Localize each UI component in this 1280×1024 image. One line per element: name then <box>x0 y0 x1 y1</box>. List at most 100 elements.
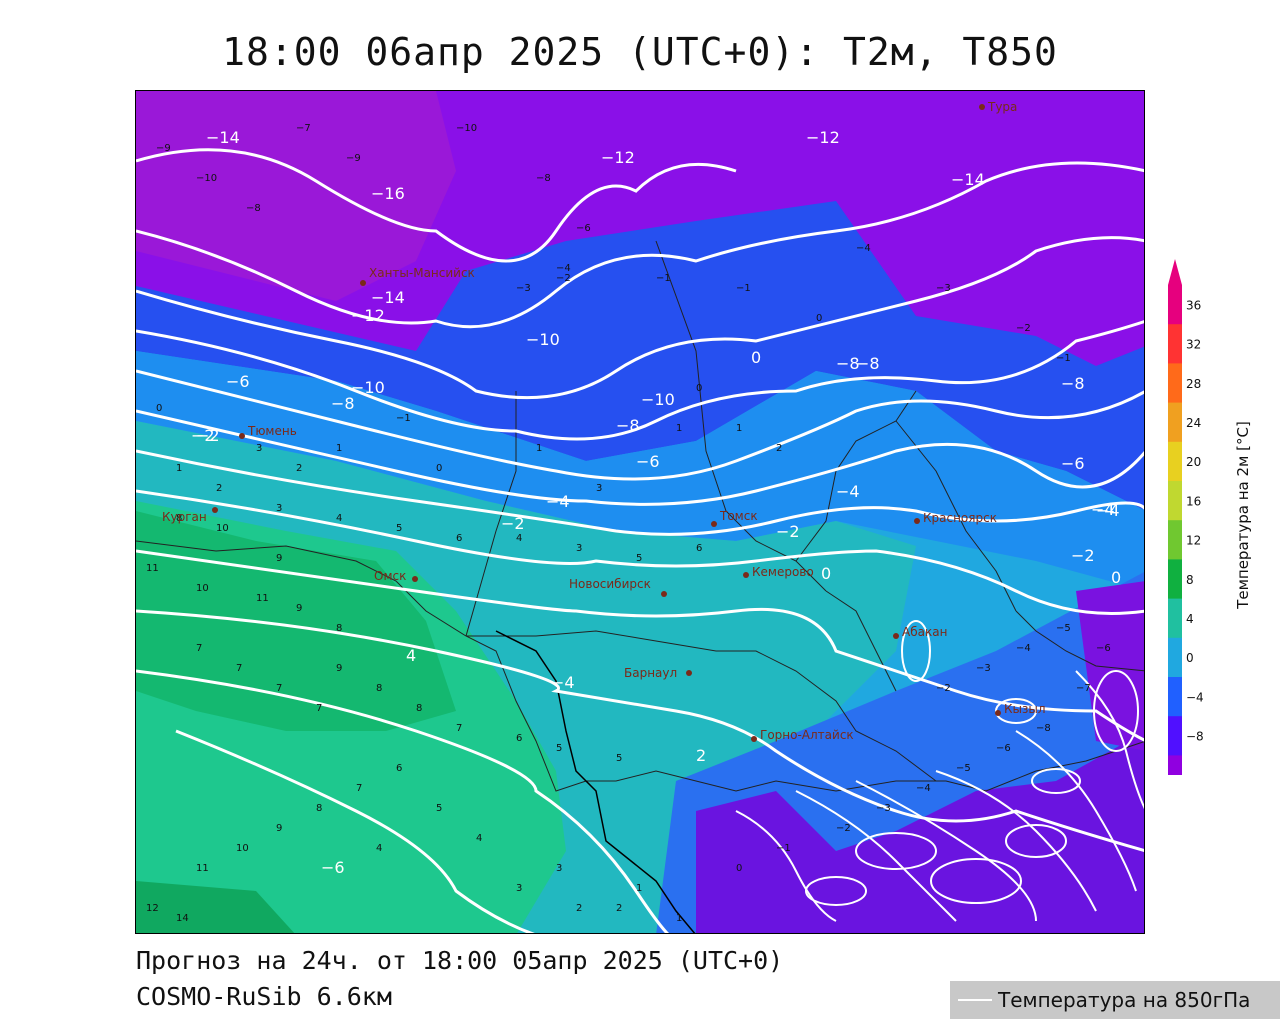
svg-text:1: 1 <box>636 883 642 894</box>
svg-text:5: 5 <box>556 743 562 754</box>
zone-warmest <box>136 511 456 731</box>
state-border <box>495 630 696 933</box>
svg-text:0: 0 <box>696 383 702 394</box>
svg-text:7: 7 <box>276 683 282 694</box>
colorbar-tick: 32 <box>1186 338 1201 352</box>
colorbar: 36 32 28 24 20 16 12 8 4 0 −4 −8 Температура на 2м … <box>1160 255 1280 821</box>
city-tura[interactable]: Тура <box>979 100 1017 114</box>
svg-text:Курган: Курган <box>162 510 207 524</box>
svg-text:−4: −4 <box>556 263 571 274</box>
svg-text:−10: −10 <box>456 123 477 134</box>
city-krasnoyarsk[interactable]: Красноярск <box>914 511 997 525</box>
city-novosibirsk[interactable]: Новосибирск <box>569 577 667 597</box>
isotherm-label: −6 <box>1061 454 1085 473</box>
isotherm-label: −6 <box>321 858 345 877</box>
colorbar-band <box>1168 481 1182 521</box>
svg-text:−7: −7 <box>296 123 311 134</box>
svg-text:6: 6 <box>696 543 702 554</box>
svg-text:3: 3 <box>276 503 282 514</box>
isotherm-label: −12 <box>806 128 840 147</box>
isotherm-label: −4 <box>836 482 860 501</box>
map-title: 18:00 06апр 2025 (UTC+0): T2м, T850 <box>222 30 1058 74</box>
svg-text:6: 6 <box>396 763 402 774</box>
city-tyumen[interactable]: Тюмень <box>239 424 297 439</box>
city-barnaul[interactable]: Барнаул <box>624 666 692 680</box>
isotherm-label: 0 <box>751 348 761 367</box>
svg-text:10: 10 <box>216 523 229 534</box>
svg-text:2: 2 <box>776 443 782 454</box>
svg-text:Красноярск: Красноярск <box>923 511 997 525</box>
city-kyzyl[interactable]: Кызыл <box>995 702 1046 716</box>
colorbar-bands <box>1168 259 1182 821</box>
zone-mountains-cold <box>696 732 1144 933</box>
isotherm-label: −8 <box>331 394 355 413</box>
svg-text:3: 3 <box>576 543 582 554</box>
isotherm-label: −10 <box>526 330 560 349</box>
svg-text:10: 10 <box>236 843 249 854</box>
colorbar-title: Температура на 2м [°C] <box>1234 421 1252 610</box>
svg-text:3: 3 <box>516 883 522 894</box>
svg-text:Кемерово: Кемерово <box>752 565 814 579</box>
svg-text:11: 11 <box>146 563 159 574</box>
city-gorno-altaysk[interactable]: Горно-Алтайск <box>751 728 854 742</box>
colorbar-band <box>1168 598 1182 639</box>
zone-coldest-northwest <box>136 91 456 301</box>
isotherm-label: 2 <box>696 746 706 765</box>
isotherm-label: −6 <box>636 452 660 471</box>
zone-near-zero <box>136 351 1144 591</box>
isotherm-label: −16 <box>371 184 405 203</box>
svg-text:0: 0 <box>436 463 442 474</box>
colorbar-svg: 36 32 28 24 20 16 12 8 4 0 −4 −8 Температура на 2м … <box>1168 259 1252 821</box>
svg-text:Барнаул: Барнаул <box>624 666 677 680</box>
colorbar-band <box>1168 363 1182 404</box>
isotherm-label: −2 <box>776 522 800 541</box>
city-kemerovo[interactable]: Кемерово <box>743 565 814 579</box>
svg-text:1: 1 <box>676 913 682 924</box>
svg-text:8: 8 <box>316 803 322 814</box>
svg-text:Абакан: Абакан <box>902 625 947 639</box>
svg-text:4: 4 <box>336 513 342 524</box>
svg-text:−2: −2 <box>556 273 571 284</box>
svg-text:−1: −1 <box>776 843 791 854</box>
city-tomsk[interactable]: Томск <box>711 509 758 527</box>
colorbar-band <box>1168 755 1182 796</box>
svg-text:2: 2 <box>216 483 222 494</box>
city-kurgan[interactable]: Курган <box>162 507 218 524</box>
svg-text:−3: −3 <box>976 663 991 674</box>
svg-text:−4: −4 <box>1016 643 1031 654</box>
colorbar-tick: 24 <box>1186 416 1201 430</box>
colorbar-band <box>1168 637 1182 678</box>
svg-text:−3: −3 <box>936 283 951 294</box>
colorbar-band <box>1168 441 1182 482</box>
city-khanty-mansiysk[interactable]: Ханты-Мансийск <box>360 266 475 286</box>
svg-text:−6: −6 <box>1096 643 1111 654</box>
svg-text:1: 1 <box>736 423 742 434</box>
svg-text:4: 4 <box>476 833 482 844</box>
isotherm-label: −14 <box>951 170 985 189</box>
isotherms-850-mountains <box>735 620 1144 922</box>
svg-text:1: 1 <box>176 463 182 474</box>
isotherm-label: 4 <box>406 646 416 665</box>
city-abakan[interactable]: Абакан <box>893 625 947 639</box>
colorbar-tick: 20 <box>1186 455 1201 469</box>
svg-text:8: 8 <box>336 623 342 634</box>
zone-east-cold <box>1076 581 1144 751</box>
svg-text:−5: −5 <box>956 763 971 774</box>
svg-text:Новосибирск: Новосибирск <box>569 577 651 591</box>
svg-text:7: 7 <box>236 663 242 674</box>
t2m-values: −9 −10 −8 −7 −9 −10 −8 −6 −4 −3 −2 −1 −1… <box>146 123 1111 924</box>
colorbar-band <box>1168 716 1182 756</box>
isotherm-label: −14 <box>206 128 240 147</box>
isotherm-label: −10 <box>641 390 675 409</box>
isotherm-label: −2 <box>196 426 220 445</box>
model-info: COSMO-RuSib 6.6км <box>136 982 392 1011</box>
city-omsk[interactable]: Омск <box>374 569 418 583</box>
svg-text:−9: −9 <box>346 153 361 164</box>
t850-legend: Температура на 850гПа <box>950 981 1280 1019</box>
svg-text:−2: −2 <box>1016 323 1031 334</box>
svg-text:−4: −4 <box>916 783 931 794</box>
svg-text:−1: −1 <box>656 273 671 284</box>
colorbar-band <box>1168 559 1182 600</box>
svg-text:4: 4 <box>376 843 382 854</box>
svg-text:5: 5 <box>396 523 402 534</box>
